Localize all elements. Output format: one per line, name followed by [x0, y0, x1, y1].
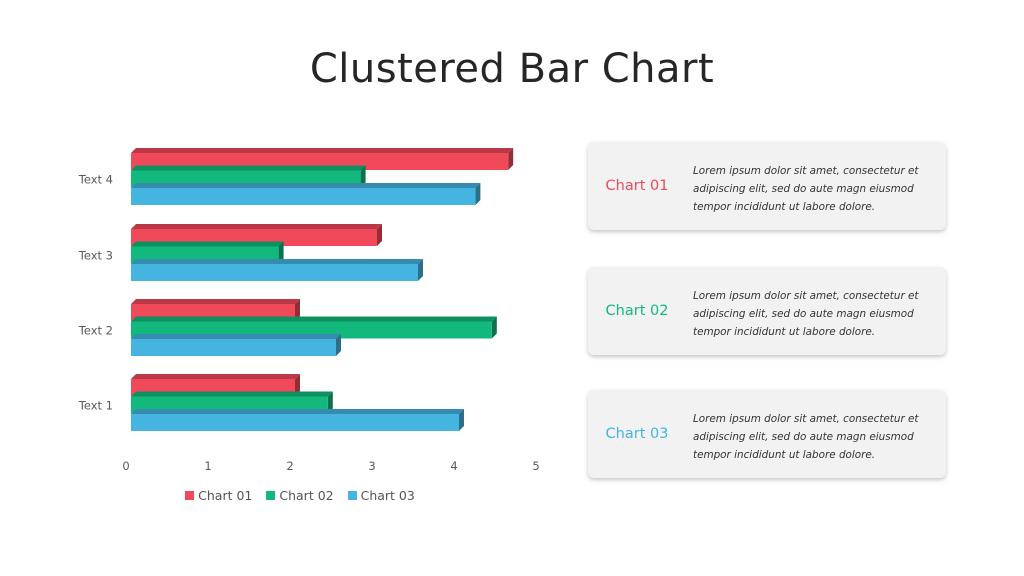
legend-entry-chart-03: Chart 03	[347, 488, 415, 503]
page-title: Clustered Bar Chart	[309, 46, 715, 92]
legend-swatch-chart-01	[185, 491, 195, 500]
bar-side-face	[475, 183, 481, 205]
bar-front-face	[131, 339, 336, 356]
bar-top-face	[131, 148, 514, 153]
card-text-chart-01: Lorem ipsum dolor sit amet, consectetur …	[693, 165, 919, 213]
bar-side-face	[278, 241, 284, 264]
card-title-chart-02: Chart 02	[605, 303, 669, 319]
legend-label-chart-01: Chart 01	[198, 488, 253, 503]
card-text-chart-03: Lorem ipsum dolor sit amet, consectetur …	[693, 413, 919, 461]
bar-chart-03-text-1	[131, 409, 464, 431]
bar-side-face	[336, 334, 341, 356]
bar-side-face	[418, 259, 423, 281]
x-tick-label-0: 0	[122, 459, 129, 473]
info-card-chart-01: Chart 01 Lorem ipsum dolor sit amet, con…	[588, 142, 946, 230]
bar-chart-03-text-3	[131, 259, 423, 281]
legend-swatch-chart-03	[347, 491, 357, 500]
legend-entry-chart-02: Chart 02	[266, 488, 334, 503]
category-label-text-1: Text 1	[78, 399, 113, 413]
bar-top-face	[131, 334, 341, 339]
x-tick-label-3: 3	[368, 459, 375, 473]
legend-entry-chart-01: Chart 01	[185, 488, 252, 503]
bar-top-face	[131, 165, 366, 171]
category-label-text-4: Text 4	[78, 173, 113, 187]
bar-top-face	[131, 259, 423, 264]
bar-front-face	[131, 414, 459, 431]
category-label-text-2: Text 2	[78, 324, 113, 338]
bar-chart-03-text-4	[131, 183, 481, 205]
x-tick-label-1: 1	[204, 459, 211, 473]
bar-top-face	[131, 316, 497, 322]
bar-top-face	[131, 299, 300, 304]
bar-side-face	[508, 148, 514, 170]
bar-top-face	[131, 391, 333, 397]
info-card-chart-02: Chart 02 Lorem ipsum dolor sit amet, con…	[588, 267, 946, 355]
bar-side-face	[327, 391, 333, 414]
bar-side-face	[295, 374, 300, 396]
x-tick-label-5: 5	[532, 459, 539, 473]
bar-top-face	[131, 183, 481, 188]
bar-front-face	[131, 264, 418, 281]
bar-side-face	[295, 299, 300, 321]
x-tick-label-4: 4	[450, 459, 457, 473]
legend-label-chart-03: Chart 03	[360, 488, 415, 503]
bar-chart-03-text-2	[131, 334, 341, 356]
chart-legend: Chart 01 Chart 02 Chart 03	[0, 488, 600, 503]
bar-side-face	[491, 316, 497, 339]
card-title-chart-03: Chart 03	[605, 426, 669, 442]
x-tick-label-2: 2	[286, 459, 293, 473]
category-label-text-3: Text 3	[78, 249, 113, 263]
bar-side-face	[360, 165, 366, 188]
legend-swatch-chart-02	[266, 491, 276, 500]
info-card-chart-03: Chart 03 Lorem ipsum dolor sit amet, con…	[588, 390, 946, 478]
bar-side-face	[459, 409, 464, 431]
clustered-bar-chart: Text 1 Text 2 Text 3 Text 4 0 1 2 3 4 5	[78, 148, 540, 473]
bar-top-face	[131, 374, 300, 379]
bar-top-face	[131, 409, 464, 414]
bar-side-face	[377, 224, 382, 246]
bar-top-face	[131, 241, 284, 247]
bar-top-face	[131, 224, 382, 229]
card-text-chart-02: Lorem ipsum dolor sit amet, consectetur …	[693, 290, 919, 338]
legend-label-chart-02: Chart 02	[279, 488, 334, 503]
bar-front-face	[131, 188, 476, 205]
card-title-chart-01: Chart 01	[605, 178, 669, 194]
